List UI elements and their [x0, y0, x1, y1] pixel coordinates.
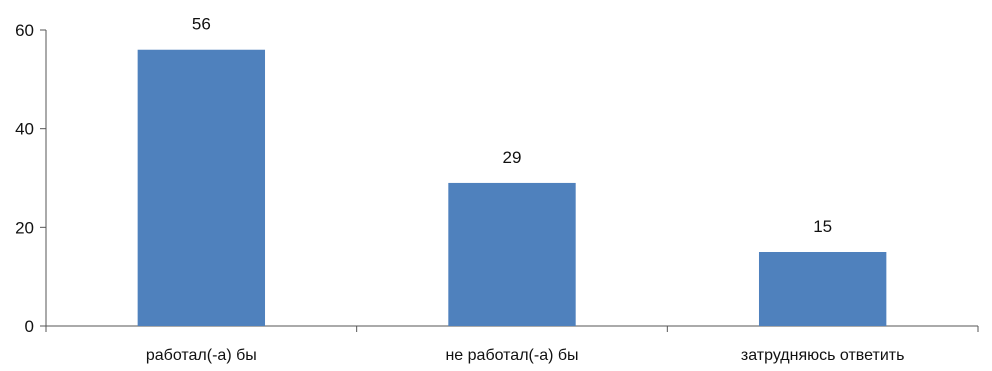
y-tick-label: 0: [25, 317, 34, 336]
y-tick-label: 20: [15, 218, 34, 237]
y-tick-label: 60: [15, 21, 34, 40]
category-label: работал(-а) бы: [146, 347, 257, 364]
data-label: 15: [813, 217, 832, 236]
data-label: 29: [503, 148, 522, 167]
data-label: 56: [192, 15, 211, 34]
category-label: затрудняюсь ответить: [741, 347, 905, 364]
bar: [137, 49, 266, 326]
bar: [448, 182, 576, 326]
chart-labels: 56 работал(-а) бы 29 не работал(-а) бы 15 зат…: [146, 15, 905, 364]
bar: [758, 252, 887, 326]
chart-bars: [137, 49, 887, 326]
y-tick-label: 40: [15, 120, 34, 139]
category-label: не работал(-а) бы: [445, 347, 578, 364]
